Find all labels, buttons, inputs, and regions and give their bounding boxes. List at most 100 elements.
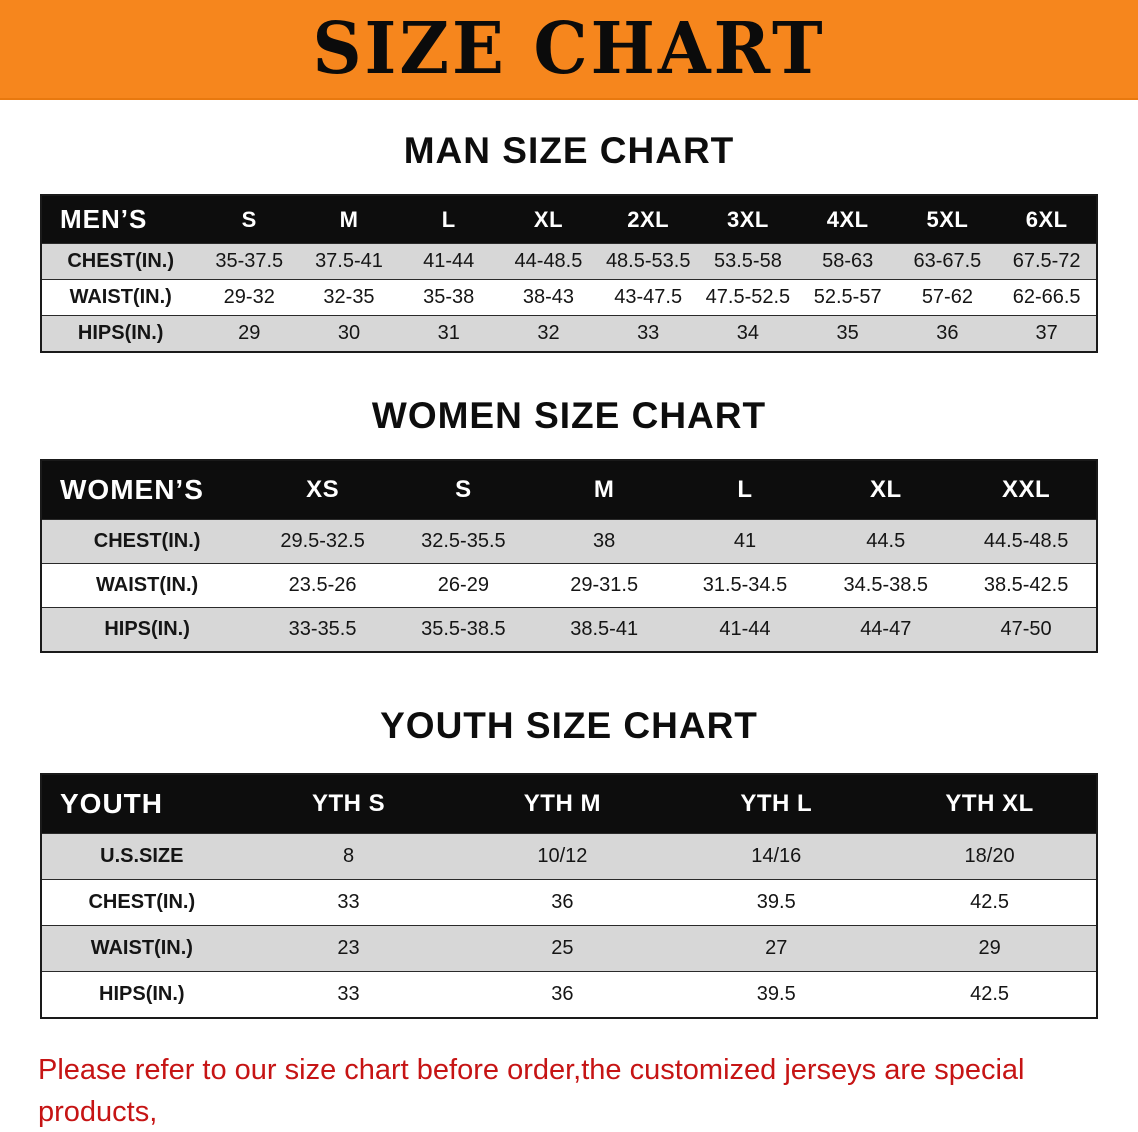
measurement-value-cell: 37 [997, 315, 1097, 353]
measurement-value-cell: 25 [455, 925, 670, 972]
measurement-value-cell: 29 [199, 315, 300, 353]
measurement-value-cell: 67.5-72 [997, 243, 1097, 280]
measurement-value-cell: 35-37.5 [199, 243, 300, 280]
row-label-cell: WAIST(IN.) [41, 279, 200, 316]
size-header-cell: M [533, 460, 675, 520]
row-label-cell: WAIST(IN.) [41, 563, 253, 608]
table-row: WAIST(IN.) 23.5-26 26-29 29-31.5 31.5-34.5 34… [41, 563, 1097, 608]
measurement-value-cell: 32 [498, 315, 599, 353]
measurement-value-cell: 34.5-38.5 [815, 563, 957, 608]
size-header-cell: YTH S [241, 774, 456, 834]
table-title-cell: WOMEN’S [41, 460, 253, 520]
measurement-value-cell: 36 [455, 879, 670, 926]
measurement-value-cell: 43-47.5 [598, 279, 699, 316]
measurement-value-cell: 38-43 [498, 279, 599, 316]
size-header-cell: 6XL [997, 195, 1097, 244]
notice-line-1: Please refer to our size chart before or… [38, 1054, 1025, 1128]
size-header-cell: XS [252, 460, 393, 520]
measurement-value-cell: 30 [299, 315, 399, 353]
banner: SIZE CHART [0, 0, 1138, 100]
measurement-value-cell: 32-35 [299, 279, 399, 316]
measurement-value-cell: 33 [241, 971, 456, 1019]
women-section-heading: WOMEN SIZE CHART [371, 395, 767, 436]
size-header-cell: XL [815, 460, 957, 520]
row-label-cell: CHEST(IN.) [41, 519, 253, 564]
measurement-value-cell: 33 [598, 315, 699, 353]
measurement-value-cell: 36 [897, 315, 998, 353]
measurement-value-cell: 39.5 [669, 879, 884, 926]
measurement-value-cell: 23 [241, 925, 456, 972]
row-label-cell: HIPS(IN.) [41, 315, 200, 353]
measurement-value-cell: 41-44 [674, 607, 816, 653]
measurement-value-cell: 38.5-42.5 [956, 563, 1097, 608]
measurement-value-cell: 47.5-52.5 [698, 279, 798, 316]
measurement-value-cell: 41 [674, 519, 816, 564]
measurement-value-cell: 42.5 [883, 971, 1097, 1019]
size-header-cell: S [392, 460, 534, 520]
measurement-value-cell: 29 [883, 925, 1097, 972]
measurement-value-cell: 48.5-53.5 [598, 243, 699, 280]
measurement-value-cell: 44.5-48.5 [956, 519, 1097, 564]
size-header-cell: 2XL [598, 195, 699, 244]
measurement-value-cell: 26-29 [392, 563, 534, 608]
measurement-value-cell: 39.5 [669, 971, 884, 1019]
measurement-value-cell: 44-48.5 [498, 243, 599, 280]
size-header-cell: XXL [956, 460, 1097, 520]
size-header-cell: XL [498, 195, 599, 244]
measurement-value-cell: 42.5 [883, 879, 1097, 926]
measurement-value-cell: 34 [698, 315, 798, 353]
men-size-table: MEN’S S M L XL 2XL 3XL 4XL 5XL 6XL CHEST(IN.) 35-37… [40, 194, 1098, 353]
measurement-value-cell: 33 [241, 879, 456, 926]
measurement-value-cell: 29-32 [199, 279, 300, 316]
table-row: HIPS(IN.) 29 30 31 32 33 34 35 36 37 [41, 315, 1097, 353]
measurement-value-cell: 41-44 [398, 243, 499, 280]
women-size-table: WOMEN’S XS S M L XL XXL CHEST(IN.) 29.5-32.5 32.5… [40, 459, 1098, 653]
table-row: CHEST(IN.) 35-37.5 37.5-41 41-44 44-48.5 48.5… [41, 243, 1097, 280]
youth-section-heading: YOUTH SIZE CHART [380, 705, 758, 746]
size-header-cell: L [674, 460, 816, 520]
table-row: WAIST(IN.) 23 25 27 29 [41, 925, 1097, 972]
men-section-heading: MAN SIZE CHART [403, 130, 735, 171]
row-label-cell: WAIST(IN.) [41, 925, 242, 972]
measurement-value-cell: 35.5-38.5 [392, 607, 534, 653]
measurement-value-cell: 53.5-58 [698, 243, 798, 280]
measurement-value-cell: 63-67.5 [897, 243, 998, 280]
size-header-cell: YTH XL [883, 774, 1097, 834]
measurement-value-cell: 38.5-41 [533, 607, 675, 653]
measurement-value-cell: 29.5-32.5 [252, 519, 393, 564]
table-row: CHEST(IN.) 33 36 39.5 42.5 [41, 879, 1097, 926]
footer-notice: Please refer to our size chart before or… [0, 1049, 1138, 1132]
measurement-value-cell: 52.5-57 [797, 279, 898, 316]
table-header-row: YOUTH YTH S YTH M YTH L YTH XL [41, 774, 1097, 834]
row-label-cell: HIPS(IN.) [41, 607, 253, 653]
table-row: U.S.SIZE 8 10/12 14/16 18/20 [41, 833, 1097, 880]
table-row: HIPS(IN.) 33-35.5 35.5-38.5 38.5-41 41-44 44-… [41, 607, 1097, 653]
table-title-cell: YOUTH [41, 774, 242, 834]
measurement-value-cell: 29-31.5 [533, 563, 675, 608]
measurement-value-cell: 32.5-35.5 [392, 519, 534, 564]
youth-size-section: YOUTH SIZE CHART YOUTH YTH S YTH M YTH L YTH… [0, 705, 1138, 1019]
row-label-cell: U.S.SIZE [41, 833, 242, 880]
men-size-section: MAN SIZE CHART MEN’S S M L XL 2XL 3XL 4XL 5XL 6XL… [0, 130, 1138, 353]
table-row: HIPS(IN.) 33 36 39.5 42.5 [41, 971, 1097, 1019]
measurement-value-cell: 8 [241, 833, 456, 880]
table-row: CHEST(IN.) 29.5-32.5 32.5-35.5 38 41 44.5 44.5… [41, 519, 1097, 564]
table-row: WAIST(IN.) 29-32 32-35 35-38 38-43 43-47.5 47.… [41, 279, 1097, 316]
size-header-cell: 5XL [897, 195, 998, 244]
youth-size-table: YOUTH YTH S YTH M YTH L YTH XL U.S.SIZE 8 10/12… [40, 773, 1098, 1019]
size-header-cell: M [299, 195, 399, 244]
measurement-value-cell: 38 [533, 519, 675, 564]
size-header-cell: YTH L [669, 774, 884, 834]
measurement-value-cell: 62-66.5 [997, 279, 1097, 316]
table-title-cell: MEN’S [41, 195, 200, 244]
row-label-cell: CHEST(IN.) [41, 879, 242, 926]
women-size-section: WOMEN SIZE CHART WOMEN’S XS S M L XL XXL CHEST(… [0, 395, 1138, 653]
row-label-cell: CHEST(IN.) [41, 243, 200, 280]
measurement-value-cell: 10/12 [455, 833, 670, 880]
measurement-value-cell: 35-38 [398, 279, 499, 316]
measurement-value-cell: 31.5-34.5 [674, 563, 816, 608]
measurement-value-cell: 57-62 [897, 279, 998, 316]
measurement-value-cell: 27 [669, 925, 884, 972]
table-header-row: MEN’S S M L XL 2XL 3XL 4XL 5XL 6XL [41, 195, 1097, 244]
measurement-value-cell: 58-63 [797, 243, 898, 280]
